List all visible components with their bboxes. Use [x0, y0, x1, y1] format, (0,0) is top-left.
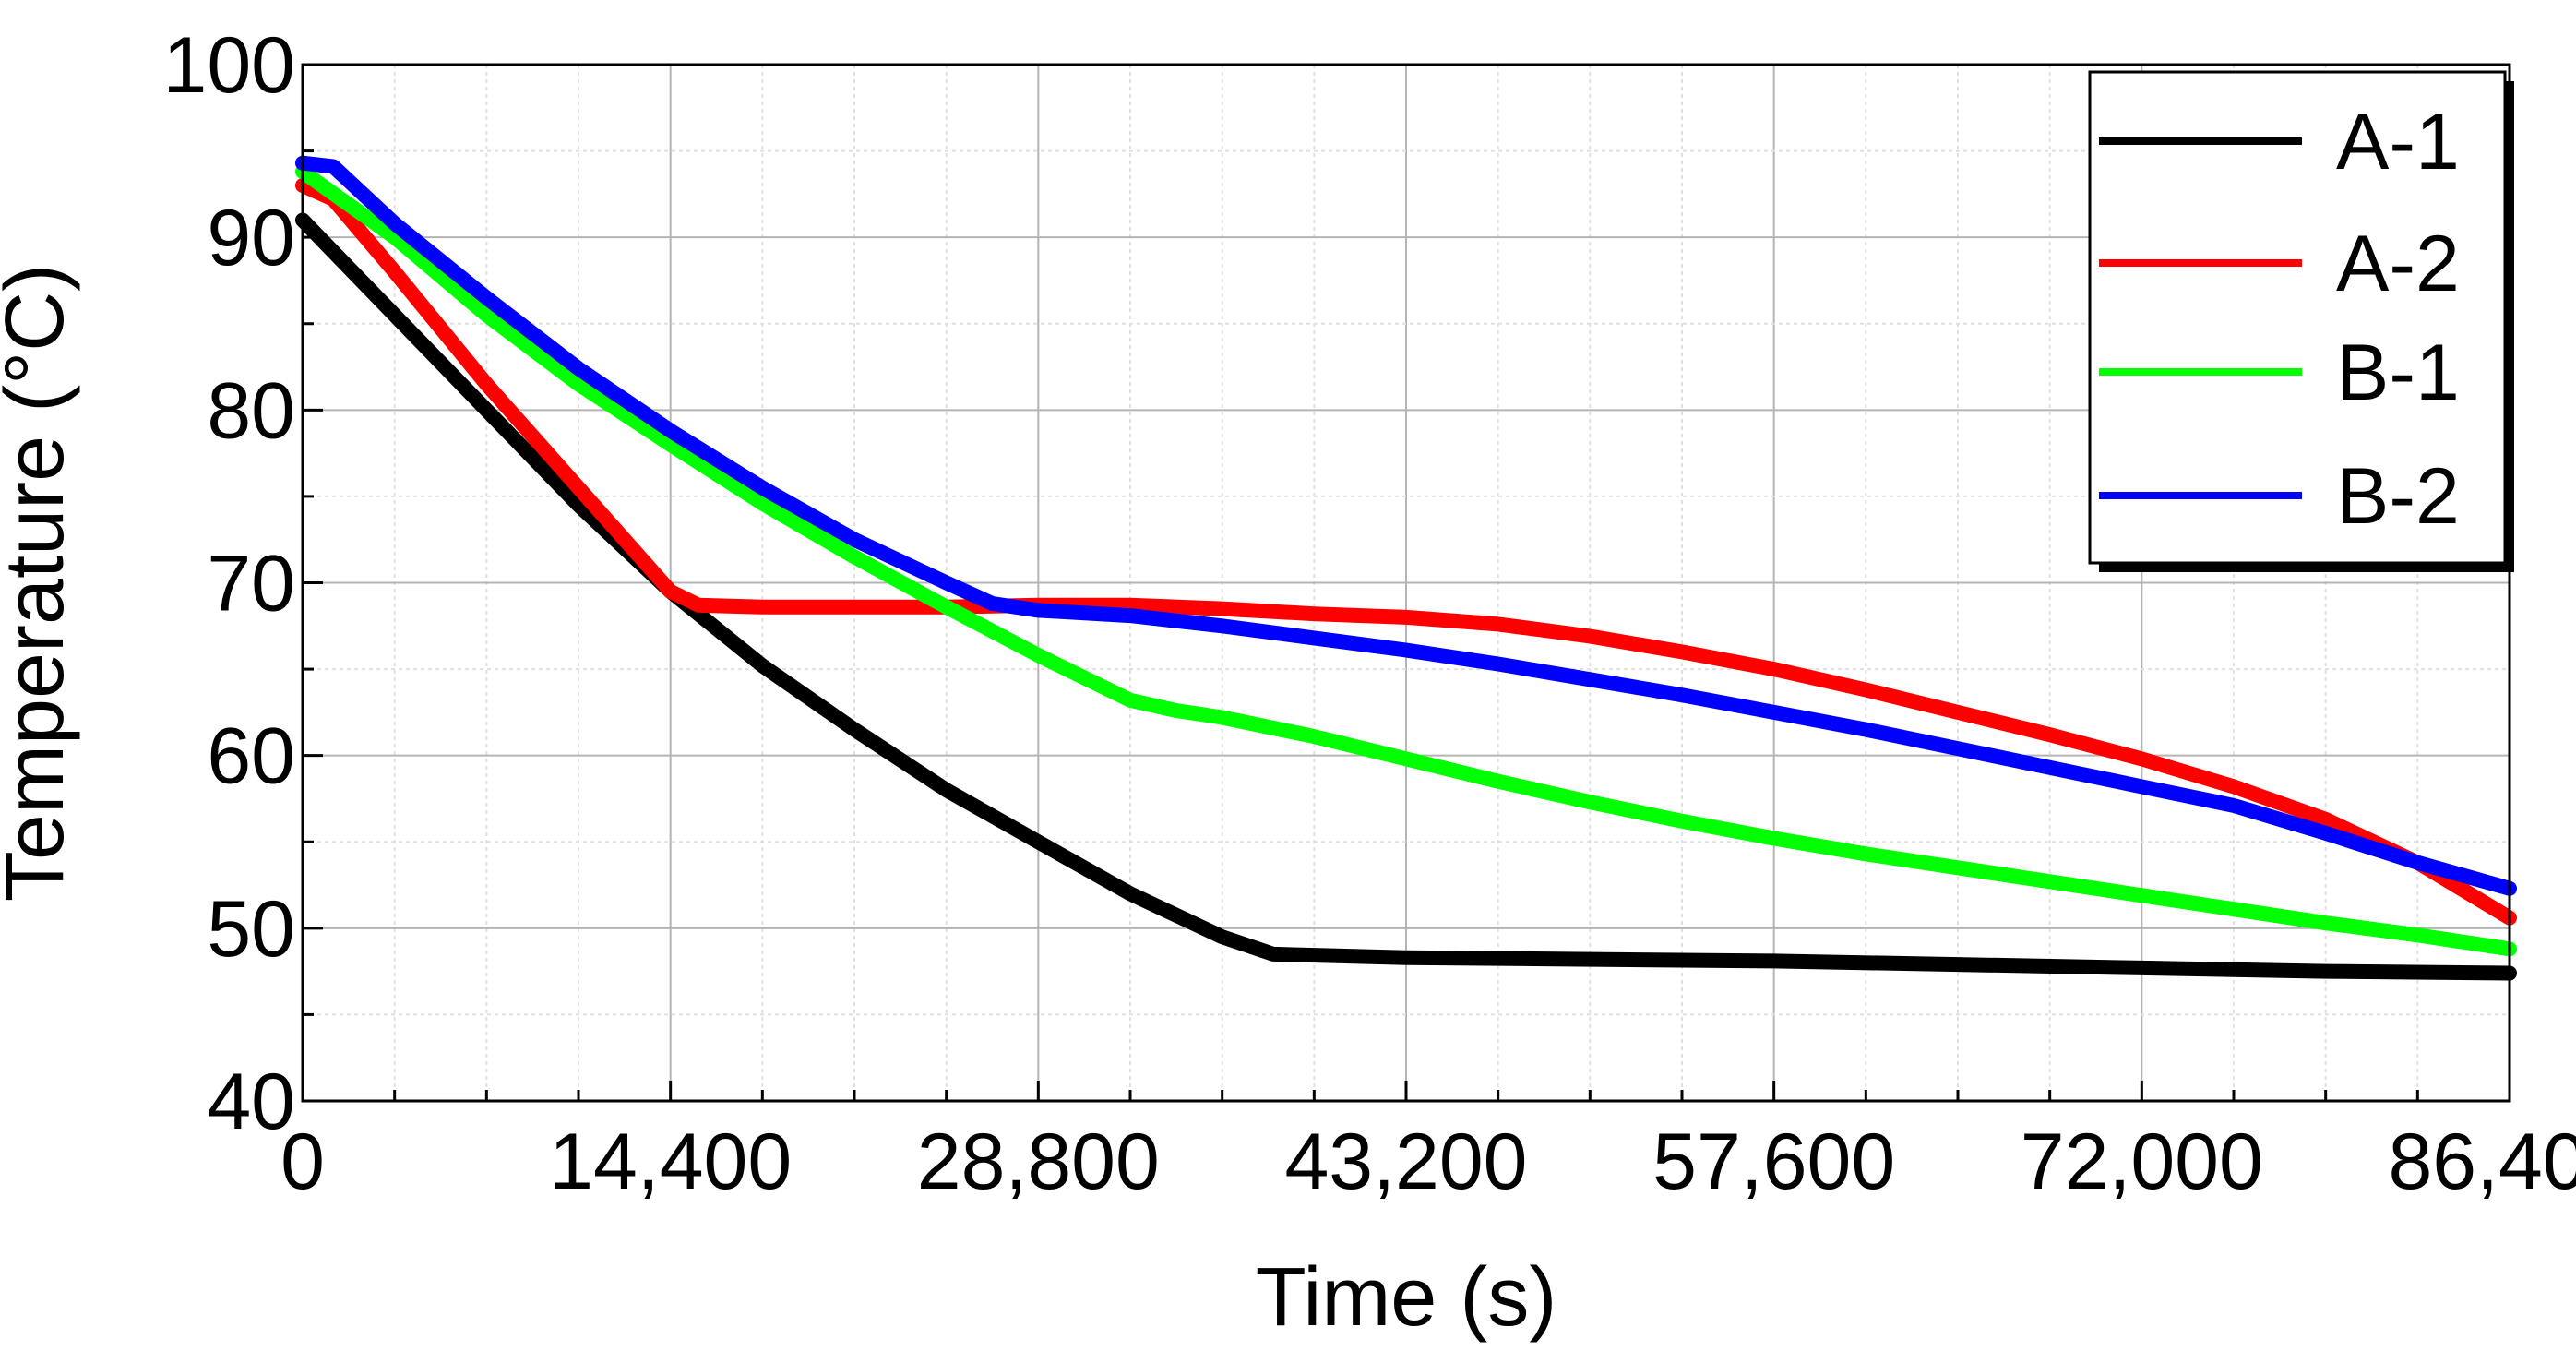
- series-line-b-1: [295, 164, 2517, 957]
- data-series: [295, 155, 2517, 981]
- legend-label-b-2: B-2: [2336, 452, 2460, 541]
- y-tick-label: 40: [207, 1058, 295, 1146]
- series-line-a-1: [295, 212, 2517, 981]
- x-tick-label: 28,800: [917, 1118, 1160, 1206]
- x-tick-label: 0: [280, 1118, 325, 1206]
- y-tick-label: 50: [207, 885, 295, 974]
- grid-lines: [303, 65, 2510, 1101]
- x-tick-labels: 0 14,400 28,800 43,200 57,600 72,000 86,400: [280, 1118, 2576, 1206]
- y-tick-label: 80: [207, 366, 295, 455]
- x-tick-label: 86,400: [2388, 1118, 2576, 1206]
- y-tick-label: 100: [163, 21, 296, 110]
- axis-ticks: [301, 63, 2511, 1103]
- y-tick-label: 90: [207, 194, 295, 282]
- legend-box: [2088, 70, 2507, 565]
- y-axis-title: Temperature (°C): [0, 264, 81, 902]
- legend-label-a-1: A-1: [2336, 98, 2460, 186]
- x-axis-title: Time (s): [1256, 1251, 1557, 1344]
- legend-items: A-1 A-2 B-1 B-2: [2099, 98, 2460, 541]
- y-tick-label: 60: [207, 712, 295, 801]
- series-line-a-2: [295, 178, 2517, 926]
- legend-label-a-2: A-2: [2336, 220, 2460, 308]
- legend: A-1 A-2 B-1 B-2: [2088, 70, 2514, 572]
- x-tick-label: 57,600: [1652, 1118, 1895, 1206]
- y-tick-labels: 40 50 60 70 80 90 100: [163, 21, 296, 1146]
- series-line-b-2: [295, 155, 2517, 896]
- x-tick-label: 72,000: [2021, 1118, 2263, 1206]
- x-tick-label: 43,200: [1284, 1118, 1527, 1206]
- x-tick-label: 14,400: [549, 1118, 792, 1206]
- legend-label-b-1: B-1: [2336, 329, 2460, 417]
- y-tick-label: 70: [207, 540, 295, 628]
